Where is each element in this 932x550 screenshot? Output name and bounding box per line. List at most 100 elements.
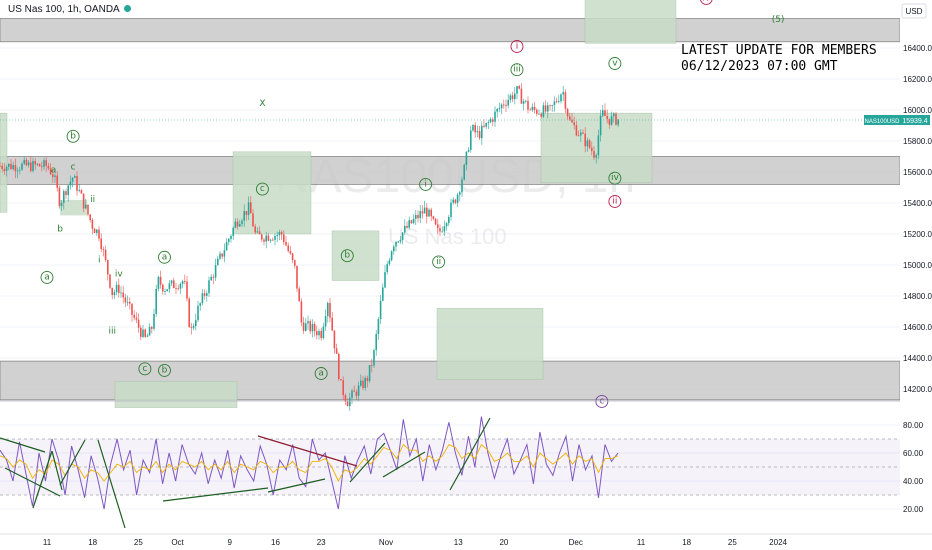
candle-body (485, 122, 487, 127)
candle-body (412, 218, 415, 224)
wave-circle (608, 171, 622, 185)
candle-body (443, 226, 446, 232)
wave-text: i (516, 41, 519, 51)
candle-body (467, 149, 470, 152)
candle-body (577, 135, 580, 137)
candle-body (87, 204, 89, 215)
candle-body (298, 288, 300, 302)
candle-body (91, 220, 94, 229)
candle-body (421, 211, 424, 214)
time-axis[interactable]: 11 18 25 Oct 9 16 23 Nov 13 20 Dec 11 18 25 2024 (0, 533, 932, 550)
candle-body (190, 326, 193, 328)
candle-body (252, 213, 254, 227)
candle-body (236, 221, 239, 227)
candle-body (155, 288, 157, 314)
candle-body (69, 181, 72, 186)
candle-body (593, 151, 595, 158)
wave-label: b (66, 129, 80, 143)
wave-label: X (259, 99, 265, 109)
candle-body (175, 287, 177, 289)
candle-body (318, 331, 320, 336)
candle-body (32, 161, 34, 172)
candle-body (195, 320, 197, 327)
candle-body (602, 110, 604, 116)
wave-text: c (71, 162, 76, 172)
time-tick-label: Oct (171, 538, 184, 547)
candle-body (162, 284, 164, 292)
members-note: LATEST UPDATE FOR MEMBERS 06/12/2023 07:… (681, 43, 877, 74)
candle-body (78, 190, 80, 191)
wave-text: b (162, 365, 168, 375)
candle-body (289, 251, 292, 254)
candle-body (98, 229, 100, 239)
candle-body (562, 92, 564, 95)
candle-body (294, 260, 296, 266)
candle-body (170, 280, 173, 284)
price-axis[interactable]: 14200.0 14400.0 14600.0 14800.0 15000.0 15200… (903, 44, 932, 394)
candle-body (201, 293, 204, 304)
wave-text: i (424, 179, 427, 189)
price-tick-label: 14200.0 (903, 385, 932, 394)
candle-body (373, 350, 375, 366)
candle-body (580, 132, 582, 136)
candle-body (12, 165, 14, 170)
rsi-axis[interactable]: 80.00 60.00 40.00 20.00 (903, 421, 924, 514)
candle-body (366, 377, 369, 381)
candle-body (133, 314, 135, 318)
candle-body (483, 125, 485, 127)
candle-body (379, 300, 382, 320)
candle-body (423, 207, 426, 214)
candle-body (307, 321, 309, 324)
candle-body (142, 329, 144, 337)
candle-body (478, 131, 481, 139)
candle-body (25, 159, 28, 166)
candle-body (591, 147, 593, 152)
candle-body (104, 249, 107, 261)
candle-body (243, 211, 245, 221)
wave-circle (340, 249, 354, 263)
candle-body (518, 86, 520, 89)
candle-body (263, 239, 265, 242)
trendline (349, 442, 386, 483)
trendline (257, 435, 358, 467)
target-zone (584, 0, 677, 44)
candle-body (221, 253, 223, 257)
time-tick-label: 25 (134, 538, 143, 547)
wave-text: X (259, 99, 265, 109)
candle-body (107, 260, 109, 275)
time-tick-label: Dec (569, 538, 583, 547)
candle-body (320, 331, 322, 339)
candle-body (34, 161, 36, 165)
price-tick-label: 16400.0 (903, 44, 932, 53)
wave-circle (314, 367, 328, 380)
candle-body (184, 281, 186, 282)
candle-body (276, 235, 278, 236)
candle-body (80, 190, 83, 194)
candle-body (76, 176, 78, 191)
candle-body (67, 185, 69, 195)
candle-body (606, 116, 608, 119)
candle-body (573, 122, 575, 126)
candle-body (30, 162, 32, 172)
candle-body (82, 193, 85, 209)
candle-body (56, 175, 58, 188)
candle-body (52, 174, 54, 177)
candle-body (38, 163, 41, 167)
candle-body (166, 289, 168, 292)
candle-body (500, 104, 503, 109)
axis-currency[interactable]: USD (901, 3, 927, 19)
grey-zone (0, 156, 901, 185)
candle-body (452, 199, 454, 203)
candle-body (417, 214, 419, 219)
candle-body (313, 324, 316, 332)
wave-text: b (70, 131, 76, 141)
candle-body (544, 105, 547, 112)
candle-body (14, 165, 17, 172)
watermark-name: US Nas 100 (388, 224, 507, 249)
rsi-tick-label: 60.00 (903, 449, 924, 458)
candle-body (529, 109, 531, 111)
candle-body (549, 105, 551, 107)
candle-body (89, 214, 91, 221)
symbol-header[interactable]: US Nas 100, 1h, OANDA (8, 4, 131, 15)
